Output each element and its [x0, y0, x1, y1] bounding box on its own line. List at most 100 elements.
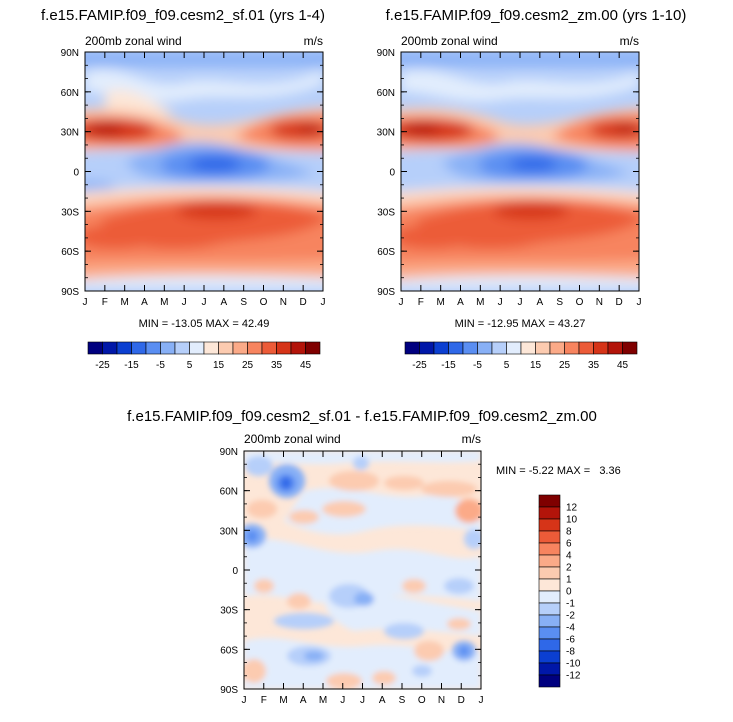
y-tick-label: 90S — [61, 287, 79, 298]
x-tick-label: S — [399, 695, 406, 706]
colorbar-swatch — [549, 341, 565, 355]
x-tick-label: S — [556, 297, 563, 308]
panel-2: f.e15.FAMIP.f09_f09.cesm2_zm.00 (yrs 1-1… — [377, 7, 687, 371]
panel-1-subtitle-left: 200mb zonal wind — [85, 34, 182, 48]
colorbar-swatch — [232, 341, 248, 355]
colorbar-swatch — [462, 341, 478, 355]
colorbar-label: 35 — [588, 360, 600, 371]
colorbar-swatch — [622, 341, 638, 355]
panel-1-colorbar: -25 -15 -5 5 15 25 35 45 — [87, 341, 321, 371]
colorbar-swatch — [477, 341, 493, 355]
colorbar-label: 2 — [566, 563, 572, 574]
x-tick-label: F — [418, 297, 424, 308]
y-tick-label: 60N — [220, 487, 238, 498]
y-tick-label: 90S — [377, 287, 395, 298]
colorbar-label: 1 — [566, 575, 572, 586]
x-tick-label: J — [242, 695, 247, 706]
colorbar-swatch — [538, 662, 561, 676]
x-tick-label: N — [280, 297, 287, 308]
x-tick-label: O — [576, 297, 584, 308]
x-tick-label: J — [498, 297, 503, 308]
colorbar-swatch — [404, 341, 420, 355]
colorbar-label: -25 — [95, 360, 110, 371]
colorbar-swatch — [305, 341, 321, 355]
panel-1-axes: J F M A M J J A S O N D J 90N 60N 30N 0 30S 60S 90S — [61, 48, 326, 308]
colorbar-swatch — [116, 341, 132, 355]
y-tick-label: 30S — [61, 207, 79, 218]
panel-1-field — [85, 52, 323, 291]
x-tick-label: O — [260, 297, 268, 308]
y-tick-label: 60S — [61, 247, 79, 258]
colorbar-label: -4 — [566, 623, 575, 634]
colorbar-label: 4 — [566, 551, 572, 562]
y-tick-label: 60S — [377, 247, 395, 258]
colorbar-label: 8 — [566, 527, 572, 538]
x-tick-label: J — [399, 297, 404, 308]
x-tick-label: J — [321, 297, 326, 308]
x-tick-label: J — [360, 695, 365, 706]
y-tick-label: 90N — [377, 48, 395, 59]
x-tick-label: O — [418, 695, 426, 706]
x-tick-label: N — [438, 695, 445, 706]
colorbar-swatch — [290, 341, 306, 355]
panel-2-field — [401, 52, 639, 291]
colorbar-label: -1 — [566, 599, 575, 610]
colorbar-label: 5 — [187, 360, 193, 371]
colorbar-swatch — [203, 341, 219, 355]
panel-3-min-max: MIN = -5.22 MAX = 3.36 — [496, 465, 621, 477]
colorbar-swatch — [538, 626, 561, 640]
x-tick-label: J — [182, 297, 187, 308]
panel-3-subtitle-right: m/s — [462, 432, 481, 446]
colorbar-swatch — [538, 494, 561, 508]
panel-1-title: f.e15.FAMIP.f09_f09.cesm2_sf.01 (yrs 1-4… — [41, 7, 325, 24]
colorbar-swatch — [276, 341, 292, 355]
y-tick-label: 0 — [389, 168, 395, 179]
colorbar-swatch — [448, 341, 464, 355]
colorbar-swatch — [564, 341, 580, 355]
x-tick-label: D — [300, 297, 307, 308]
colorbar-swatch — [538, 590, 561, 604]
panel-2-title: f.e15.FAMIP.f09_f09.cesm2_zm.00 (yrs 1-1… — [386, 7, 687, 24]
x-tick-label: A — [141, 297, 148, 308]
x-tick-label: J — [479, 695, 484, 706]
colorbar-swatch — [538, 518, 561, 532]
panel-2-axes: J F M A M J J A S O N D J 90N 60N 30N 0 30S 60S 90S — [377, 48, 642, 308]
x-tick-label: M — [436, 297, 444, 308]
panel-3-axes: J F M A M J J A S O N D J 90N 60N 30N 0 30S 60S 90S — [220, 447, 484, 706]
colorbar-swatch — [538, 554, 561, 568]
x-tick-label: A — [220, 297, 227, 308]
colorbar-swatch — [247, 341, 263, 355]
x-tick-label: D — [458, 695, 465, 706]
colorbar-label: 25 — [242, 360, 254, 371]
colorbar-label: -6 — [566, 635, 575, 646]
colorbar-label: 10 — [566, 515, 578, 526]
colorbar-label: 12 — [566, 503, 578, 514]
y-tick-label: 60N — [61, 88, 79, 99]
x-tick-label: N — [596, 297, 603, 308]
y-tick-label: 0 — [73, 168, 79, 179]
x-tick-label: J — [340, 695, 345, 706]
y-tick-label: 30N — [61, 128, 79, 139]
x-tick-label: F — [102, 297, 108, 308]
y-tick-label: 60N — [377, 88, 395, 99]
colorbar-label: -25 — [412, 360, 427, 371]
x-tick-label: M — [319, 695, 327, 706]
colorbar-label: 45 — [300, 360, 312, 371]
colorbar-label: -12 — [566, 671, 581, 682]
x-tick-label: J — [637, 297, 642, 308]
y-tick-label: 90S — [220, 685, 238, 696]
colorbar-swatch — [131, 341, 147, 355]
colorbar-label: 45 — [617, 360, 629, 371]
x-tick-label: J — [83, 297, 88, 308]
colorbar-swatch — [538, 530, 561, 544]
colorbar-swatch — [145, 341, 161, 355]
y-tick-label: 60S — [220, 645, 238, 656]
colorbar-swatch — [538, 542, 561, 556]
colorbar-label: -15 — [124, 360, 139, 371]
colorbar-label: -15 — [441, 360, 456, 371]
panel-3-subtitle-left: 200mb zonal wind — [244, 432, 341, 446]
x-tick-label: F — [261, 695, 267, 706]
colorbar-swatch — [261, 341, 277, 355]
